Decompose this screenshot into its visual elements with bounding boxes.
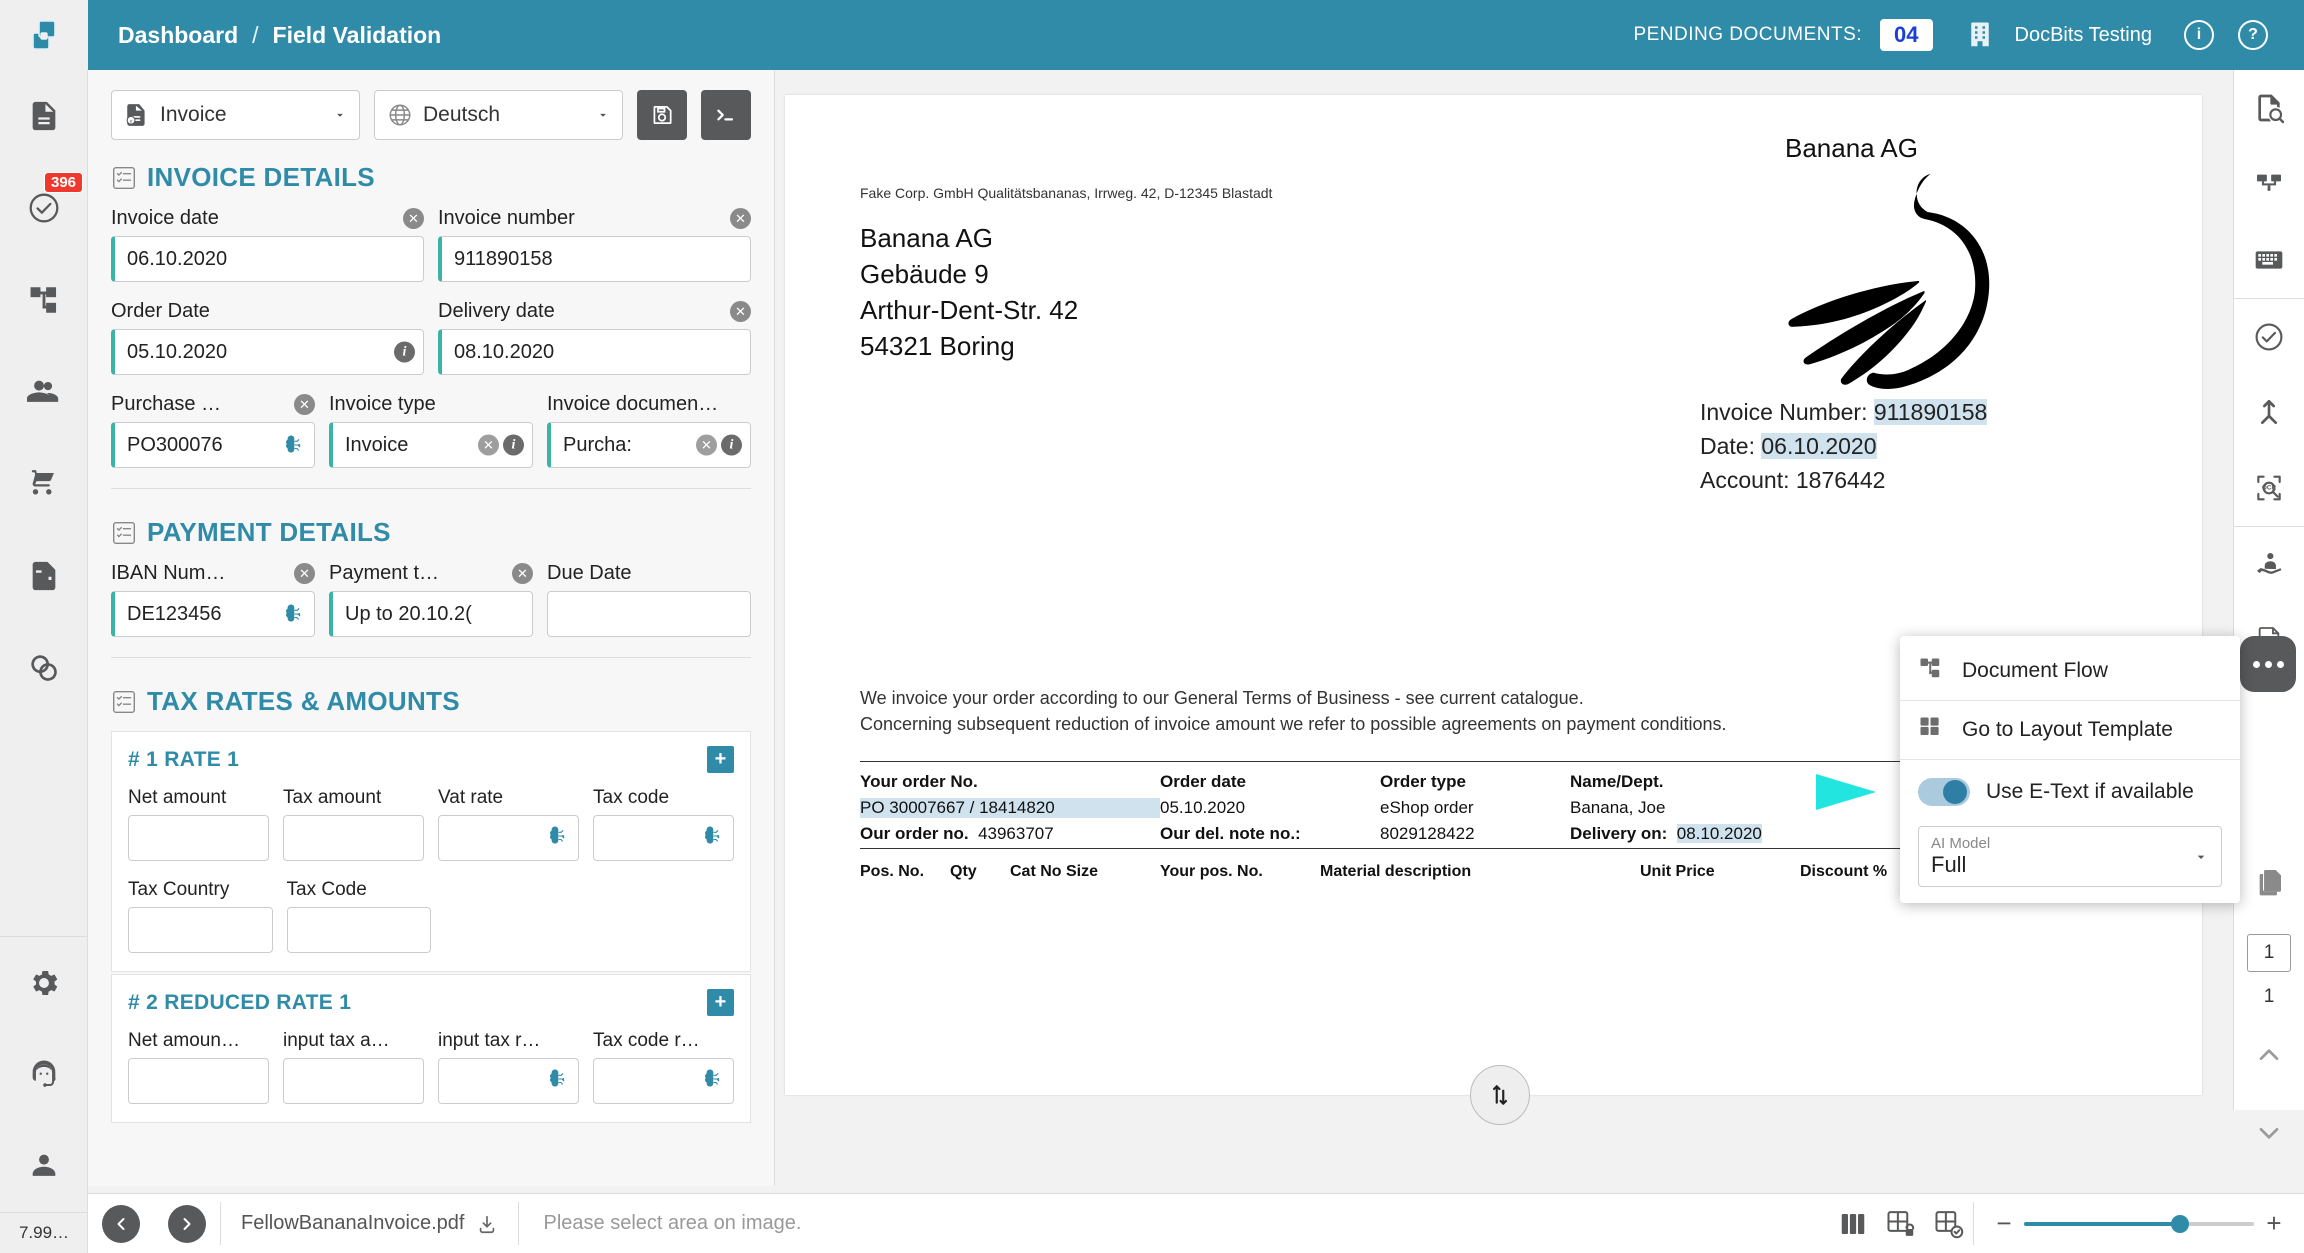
svg-text:OCR: OCR [2262,484,2277,491]
svg-text:#: # [130,119,133,125]
